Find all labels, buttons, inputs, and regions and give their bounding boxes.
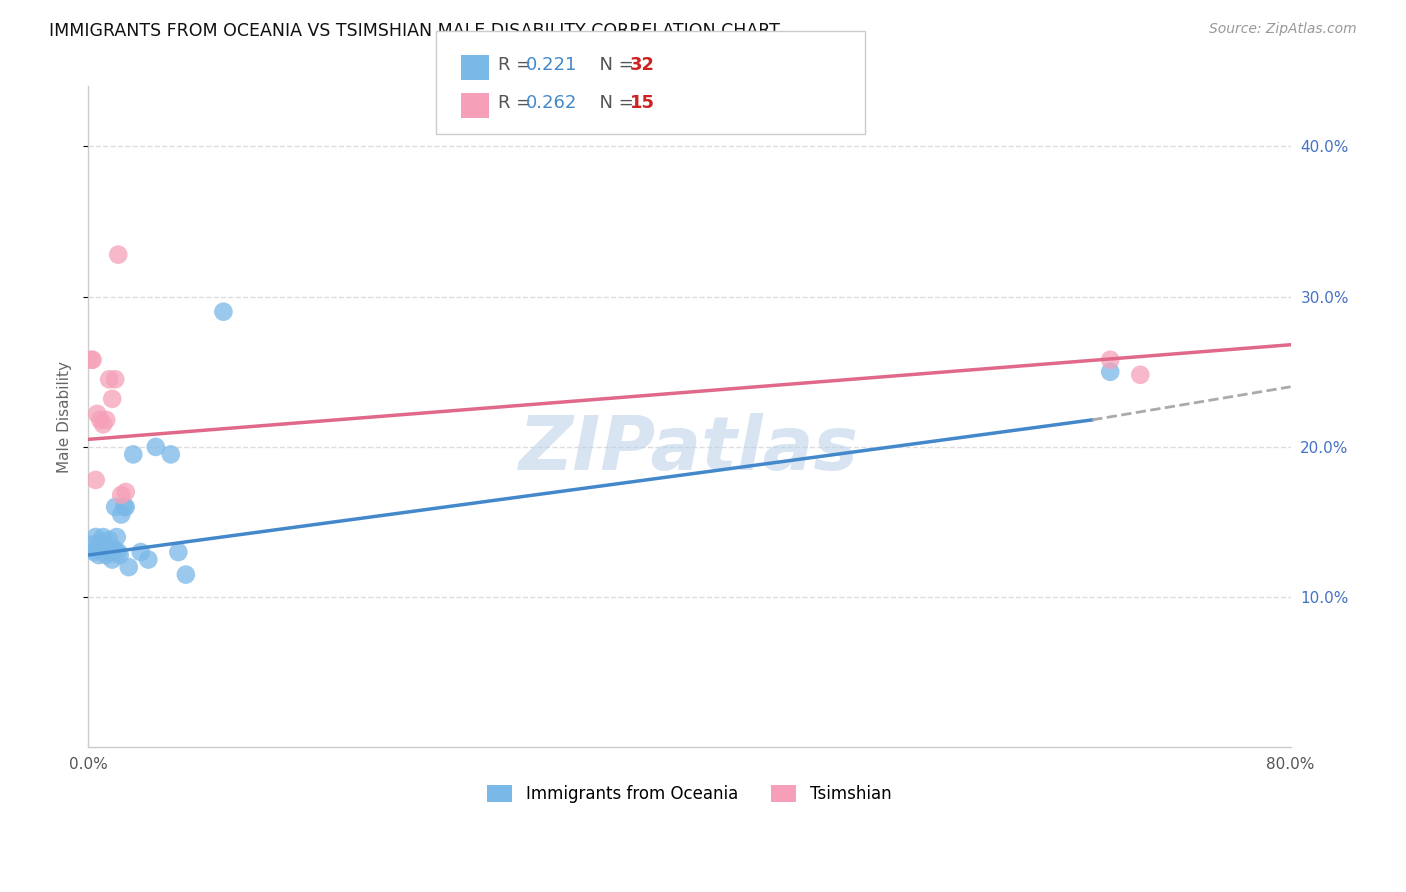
Point xyxy=(93,537,115,551)
Point xyxy=(87,548,110,562)
Y-axis label: Male Disability: Male Disability xyxy=(58,361,72,473)
Point xyxy=(89,413,111,427)
Point xyxy=(159,447,181,461)
Point xyxy=(82,352,104,367)
Point xyxy=(1099,365,1122,379)
Point xyxy=(104,372,127,386)
Point xyxy=(167,545,190,559)
Point xyxy=(80,352,103,367)
Point xyxy=(212,304,235,318)
Text: 0.262: 0.262 xyxy=(526,94,578,112)
Legend: Immigrants from Oceania, Tsimshian: Immigrants from Oceania, Tsimshian xyxy=(479,777,900,812)
Point xyxy=(129,545,152,559)
Text: 15: 15 xyxy=(630,94,655,112)
Point xyxy=(112,500,135,514)
Point xyxy=(105,530,128,544)
Point xyxy=(110,508,132,522)
Point xyxy=(114,485,136,500)
Point xyxy=(145,440,167,454)
Text: Source: ZipAtlas.com: Source: ZipAtlas.com xyxy=(1209,22,1357,37)
Point xyxy=(110,488,132,502)
Point xyxy=(1129,368,1152,382)
Text: R =: R = xyxy=(498,56,537,74)
Text: N =: N = xyxy=(588,94,640,112)
Text: 32: 32 xyxy=(630,56,655,74)
Point xyxy=(101,552,124,566)
Text: IMMIGRANTS FROM OCEANIA VS TSIMSHIAN MALE DISABILITY CORRELATION CHART: IMMIGRANTS FROM OCEANIA VS TSIMSHIAN MAL… xyxy=(49,22,780,40)
Point xyxy=(96,548,118,562)
Point xyxy=(107,247,129,261)
Text: 0.221: 0.221 xyxy=(526,56,578,74)
Point xyxy=(107,545,129,559)
Point xyxy=(91,530,114,544)
Text: ZIPatlas: ZIPatlas xyxy=(519,413,859,486)
Point xyxy=(98,372,121,386)
Point xyxy=(174,567,197,582)
Point xyxy=(1099,352,1122,367)
Text: N =: N = xyxy=(588,56,640,74)
Point xyxy=(101,392,124,406)
Point xyxy=(89,534,111,549)
Point xyxy=(122,447,145,461)
Point xyxy=(91,417,114,432)
Point xyxy=(84,473,107,487)
Point xyxy=(84,530,107,544)
Point xyxy=(83,545,105,559)
Point xyxy=(103,542,125,557)
Point xyxy=(86,542,108,557)
Point xyxy=(108,548,131,562)
Point xyxy=(118,560,141,574)
Text: R =: R = xyxy=(498,94,537,112)
Point xyxy=(97,542,120,557)
Point xyxy=(100,545,122,559)
Point xyxy=(86,407,108,421)
Point xyxy=(136,552,159,566)
Point xyxy=(82,537,104,551)
Point xyxy=(98,533,121,547)
Point xyxy=(96,413,118,427)
Point xyxy=(90,541,112,555)
Point xyxy=(114,500,136,514)
Point xyxy=(104,500,127,514)
